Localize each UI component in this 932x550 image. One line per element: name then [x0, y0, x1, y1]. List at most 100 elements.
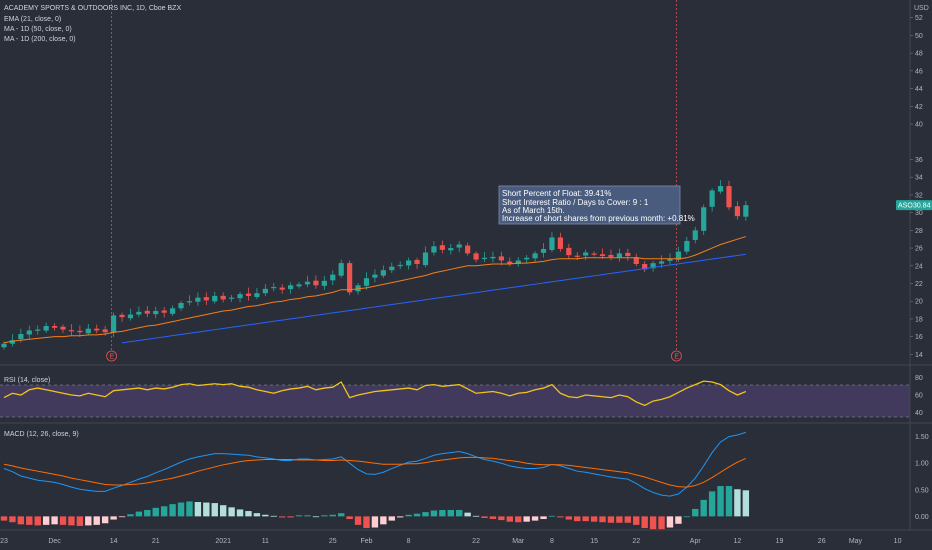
legend-ma50[interactable]: MA - 1D (50, close, 0)	[4, 26, 72, 33]
candle-body-87[interactable]	[734, 206, 741, 217]
macd-histogram-bar-47[interactable]	[397, 516, 404, 518]
candle-body-31[interactable]	[262, 288, 268, 294]
candle-body-38[interactable]	[321, 280, 327, 286]
macd-histogram-bar-40[interactable]	[338, 513, 345, 517]
macd-histogram-bar-26[interactable]	[219, 505, 227, 517]
macd-histogram-bar-86[interactable]	[725, 486, 733, 517]
macd-histogram-bar-11[interactable]	[93, 516, 100, 525]
macd-histogram-bar-5[interactable]	[42, 516, 50, 525]
macd-histogram-bar-10[interactable]	[85, 516, 92, 526]
candle-body-4[interactable]	[35, 329, 41, 331]
candle-body-6[interactable]	[51, 326, 58, 328]
candle-body-83[interactable]	[701, 207, 707, 231]
macd-histogram-bar-21[interactable]	[177, 502, 185, 517]
macd-histogram-bar-33[interactable]	[278, 516, 286, 518]
macd-histogram-bar-76[interactable]	[641, 516, 648, 529]
macd-histogram-bar-7[interactable]	[59, 516, 67, 525]
candle-body-73[interactable]	[616, 253, 622, 258]
macd-histogram-bar-48[interactable]	[405, 514, 412, 517]
macd-histogram-bar-50[interactable]	[422, 512, 429, 517]
macd-histogram-bar-9[interactable]	[76, 516, 84, 526]
macd-histogram-bar-58[interactable]	[489, 516, 497, 520]
candle-body-11[interactable]	[94, 328, 100, 331]
macd-histogram-bar-59[interactable]	[498, 516, 505, 521]
macd-histogram-bar-45[interactable]	[380, 516, 387, 525]
macd-histogram-bar-88[interactable]	[742, 490, 750, 517]
candle-body-62[interactable]	[524, 257, 530, 260]
candle-body-28[interactable]	[237, 294, 243, 299]
macd-histogram-bar-3[interactable]	[26, 516, 33, 525]
macd-histogram-bar-43[interactable]	[363, 516, 370, 529]
macd-histogram-bar-53[interactable]	[447, 509, 454, 517]
candle-body-59[interactable]	[498, 256, 504, 261]
macd-histogram-bar-85[interactable]	[717, 486, 724, 517]
short-interest-annotation[interactable]: Short Percent of Float: 39.41% Short Int…	[498, 185, 695, 225]
macd-histogram-bar-16[interactable]	[135, 511, 143, 517]
candle-body-43[interactable]	[363, 278, 370, 286]
candle-body-55[interactable]	[465, 245, 471, 254]
macd-histogram-bar-19[interactable]	[160, 506, 168, 517]
candle-body-42[interactable]	[355, 285, 361, 292]
macd-histogram-bar-55[interactable]	[464, 512, 471, 517]
candle-body-45[interactable]	[380, 270, 386, 276]
candle-body-74[interactable]	[625, 252, 631, 257]
candle-body-16[interactable]	[136, 311, 142, 315]
candle-body-75[interactable]	[633, 257, 639, 265]
candle-body-49[interactable]	[414, 259, 420, 265]
macd-histogram-bar-6[interactable]	[51, 516, 58, 525]
macd-histogram-bar-79[interactable]	[666, 516, 674, 528]
macd-histogram-bar-28[interactable]	[236, 509, 244, 517]
macd-histogram-bar-57[interactable]	[481, 516, 488, 518]
candle-body-12[interactable]	[102, 329, 108, 333]
candle-body-10[interactable]	[85, 328, 91, 334]
candle-body-46[interactable]	[389, 266, 395, 271]
candle-body-8[interactable]	[68, 330, 75, 332]
candle-body-68[interactable]	[574, 255, 580, 257]
candle-body-0[interactable]	[1, 343, 7, 348]
candle-body-81[interactable]	[684, 240, 690, 252]
candle-body-57[interactable]	[481, 257, 488, 260]
candle-body-32[interactable]	[271, 287, 277, 289]
rsi-pane[interactable]	[3, 380, 747, 407]
macd-histogram-bar-62[interactable]	[523, 516, 530, 522]
candle-body-51[interactable]	[431, 246, 437, 253]
macd-histogram-bar-27[interactable]	[228, 507, 235, 517]
candle-body-41[interactable]	[347, 263, 353, 293]
macd-histogram-bar-80[interactable]	[675, 516, 682, 524]
macd-histogram-bar-61[interactable]	[515, 516, 522, 523]
macd-histogram-bar-35[interactable]	[295, 515, 303, 517]
macd-histogram-bar-17[interactable]	[144, 509, 151, 517]
macd-histogram-bar-56[interactable]	[472, 515, 480, 517]
macd-histogram-bar-15[interactable]	[127, 514, 134, 517]
candle-body-5[interactable]	[43, 326, 49, 331]
macd-histogram-bar-81[interactable]	[683, 516, 691, 518]
candle-body-67[interactable]	[566, 247, 572, 256]
candle-body-26[interactable]	[220, 295, 226, 300]
macd-histogram-bar-41[interactable]	[346, 516, 353, 520]
candle-body-61[interactable]	[515, 260, 521, 265]
macd-histogram-bar-42[interactable]	[354, 516, 362, 525]
candle-body-35[interactable]	[296, 284, 302, 287]
macd-histogram-bar-14[interactable]	[118, 516, 126, 518]
macd-histogram-bar-72[interactable]	[607, 516, 615, 523]
candle-body-21[interactable]	[178, 302, 184, 309]
macd-histogram-bar-12[interactable]	[101, 516, 109, 524]
price-axis[interactable]: 14 16 18 20 22 24 26 28 30 32 34 36 40 42 44 46 48 50 52 40…	[910, 15, 929, 521]
macd-pane[interactable]	[0, 431, 750, 530]
candle-body-2[interactable]	[18, 333, 24, 340]
macd-histogram-bar-82[interactable]	[692, 508, 699, 517]
candle-body-88[interactable]	[743, 205, 749, 217]
macd-histogram-bar-69[interactable]	[582, 516, 589, 522]
macd-histogram-bar-87[interactable]	[734, 489, 741, 517]
macd-histogram-bar-22[interactable]	[186, 501, 193, 517]
macd-histogram-bar-71[interactable]	[599, 516, 606, 523]
macd-histogram-bar-23[interactable]	[194, 502, 202, 517]
candle-body-79[interactable]	[667, 258, 673, 261]
candle-body-23[interactable]	[195, 297, 201, 302]
candle-body-34[interactable]	[288, 285, 294, 290]
candle-body-7[interactable]	[60, 326, 66, 330]
candle-body-20[interactable]	[170, 308, 176, 314]
macd-histogram-bar-64[interactable]	[540, 516, 547, 520]
legend-ema[interactable]: EMA (21, close, 0)	[4, 16, 61, 23]
